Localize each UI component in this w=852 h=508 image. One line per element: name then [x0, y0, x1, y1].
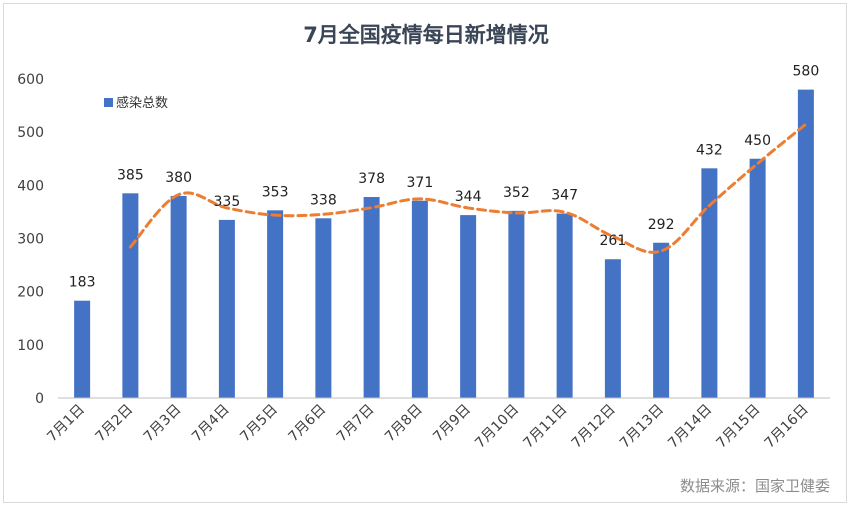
legend: 感染总数	[104, 95, 168, 111]
data-label: 183	[69, 275, 96, 291]
x-tick-label: 7月1日	[44, 402, 88, 446]
data-label: 380	[165, 170, 192, 186]
x-tick-label: 7月14日	[665, 402, 715, 452]
x-tick-label: 7月15日	[713, 402, 763, 452]
data-labels: 183 385 380 335 353 338 378 371 344 352 347 261 292 4…	[69, 64, 819, 291]
data-label: 385	[117, 167, 144, 183]
data-label: 450	[744, 133, 771, 149]
y-tick-label: 0	[35, 391, 44, 407]
bar	[122, 193, 139, 398]
data-label: 580	[793, 64, 820, 80]
data-label: 344	[455, 189, 482, 205]
data-label: 371	[407, 175, 434, 191]
bar	[604, 259, 621, 398]
x-tick-label: 7月13日	[617, 402, 667, 452]
x-tick-label: 7月10日	[472, 402, 522, 452]
data-label: 432	[696, 142, 723, 158]
x-tick-label: 7月9日	[430, 402, 474, 446]
data-label: 338	[310, 192, 337, 208]
bar-series	[74, 89, 814, 398]
y-axis: 0 100 200 300 400 500 600	[17, 72, 44, 407]
bar	[701, 168, 718, 398]
source-label: 数据来源：国家卫健委	[680, 477, 830, 495]
data-label: 352	[503, 185, 530, 201]
trendline-group	[128, 122, 808, 254]
bar	[797, 89, 814, 398]
bar	[363, 197, 380, 398]
bar	[170, 195, 187, 398]
x-tick-label: 7月2日	[92, 402, 136, 446]
x-tick-label: 7月4日	[189, 402, 233, 446]
x-tick-label: 7月7日	[334, 402, 378, 446]
x-tick-label: 7月11日	[520, 402, 570, 452]
bar	[267, 210, 284, 398]
bar	[74, 300, 91, 398]
chart-title: 7月全国疫情每日新增情况	[303, 23, 549, 47]
x-tick-label: 7月12日	[569, 402, 619, 452]
x-tick-label: 7月8日	[382, 402, 426, 446]
x-tick-label: 7月5日	[237, 402, 281, 446]
data-label: 335	[214, 194, 241, 210]
y-tick-label: 200	[17, 285, 44, 301]
x-tick-label: 7月3日	[141, 402, 185, 446]
y-tick-label: 300	[17, 232, 44, 248]
bar	[411, 200, 428, 398]
bar	[315, 218, 332, 398]
data-label: 347	[551, 188, 578, 204]
legend-swatch	[104, 98, 113, 107]
x-tick-label: 7月16日	[762, 402, 812, 452]
bar	[653, 242, 670, 398]
y-tick-label: 400	[17, 178, 44, 194]
y-tick-label: 600	[17, 72, 44, 88]
y-tick-label: 500	[17, 125, 44, 141]
data-label: 378	[358, 171, 385, 187]
x-tick-label: 7月6日	[285, 402, 329, 446]
data-label: 292	[648, 217, 675, 233]
y-tick-label: 100	[17, 338, 44, 354]
bar	[508, 210, 525, 398]
bar	[460, 215, 477, 398]
bar	[556, 213, 573, 398]
bar	[749, 158, 766, 398]
legend-label: 感染总数	[116, 95, 168, 111]
data-label: 353	[262, 184, 289, 200]
bar	[218, 219, 235, 398]
x-axis: 7月1日 7月2日 7月3日 7月4日 7月5日 7月6日 7月7日 7月8日 7月9日7月10…	[44, 397, 830, 452]
trendline	[128, 122, 808, 254]
data-label: 261	[600, 233, 627, 249]
